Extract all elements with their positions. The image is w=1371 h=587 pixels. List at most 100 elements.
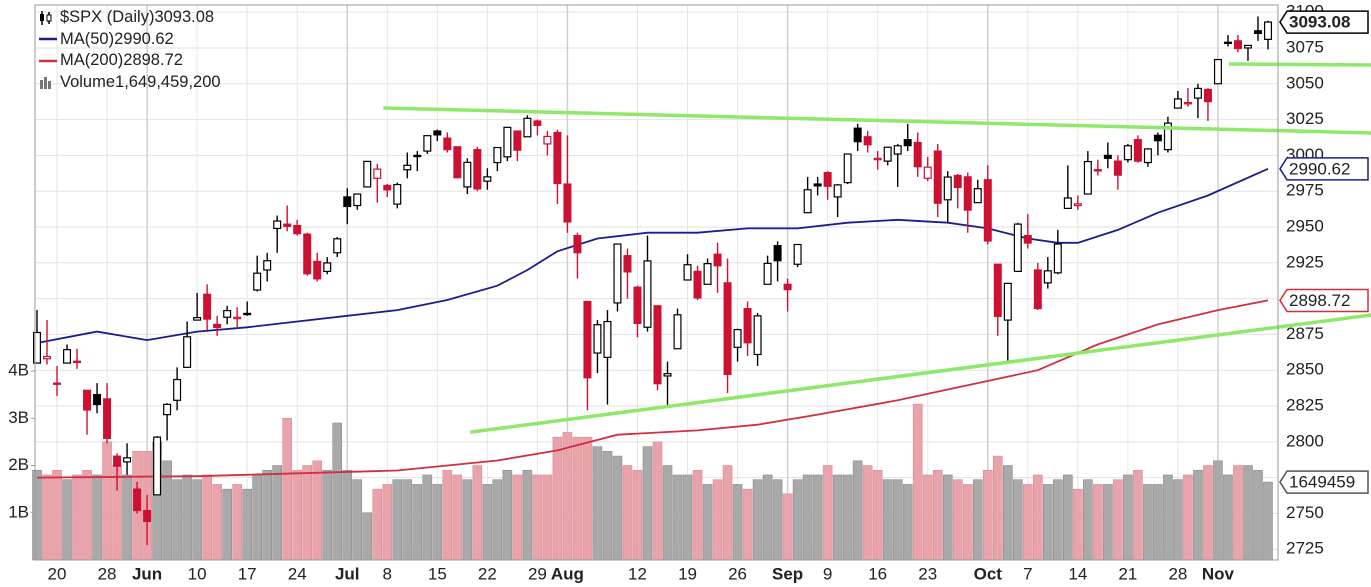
x-tick-label: Jul <box>335 564 360 583</box>
volume-bar <box>652 441 663 561</box>
volume-bar <box>482 484 493 561</box>
volume-bar <box>72 474 82 561</box>
volume-bar <box>1193 469 1203 561</box>
candle-body <box>173 378 182 401</box>
volume-bar <box>912 403 923 561</box>
y-tick-label: 2825 <box>1286 396 1324 415</box>
candle-body <box>623 255 632 273</box>
y-tick-label: 2950 <box>1286 216 1324 235</box>
volume-bar <box>672 474 683 561</box>
candle-body <box>393 183 402 205</box>
candle-body <box>953 174 962 189</box>
volume-bar <box>1263 481 1273 561</box>
volume-bar <box>412 484 423 561</box>
candle-body <box>73 360 82 364</box>
candle-body <box>473 149 482 190</box>
x-tick-label: 12 <box>628 564 647 583</box>
candle-body <box>113 455 122 467</box>
candle-body <box>1113 160 1122 176</box>
volume-bar <box>622 465 633 561</box>
volume-bar <box>982 469 993 561</box>
candle-body <box>753 315 762 356</box>
volume-bar <box>752 479 763 561</box>
ma-tag-label: 2990.62 <box>1289 159 1350 178</box>
x-tick-label: 24 <box>288 564 307 583</box>
volume-bar <box>1213 460 1223 561</box>
x-tick-label: 10 <box>188 564 207 583</box>
volume-bar <box>432 484 443 561</box>
volume-bar <box>312 460 323 561</box>
candle-body <box>773 245 782 262</box>
x-tick-label: 26 <box>728 564 747 583</box>
x-tick-label: 17 <box>238 564 257 583</box>
volume-bar <box>212 484 222 561</box>
volume-bar <box>222 488 232 561</box>
volume-bar <box>1253 469 1263 561</box>
volume-bar <box>332 422 343 561</box>
volume-bar <box>1233 465 1243 561</box>
candle-body <box>43 355 52 360</box>
candle-body <box>453 146 462 179</box>
volume-bar <box>692 469 703 561</box>
legend-ma200-value: 2898.72 <box>123 51 183 69</box>
volume-bar <box>352 479 363 561</box>
legend-title: $SPX (Daily) <box>60 8 155 26</box>
volume-bar <box>192 479 202 561</box>
candle-body <box>1023 234 1032 244</box>
ma-tag-box <box>1279 157 1369 181</box>
volume-bar <box>992 455 1003 561</box>
volume-bar <box>552 436 563 561</box>
price-tag-label: 3093.08 <box>1289 13 1350 32</box>
volume-bar <box>882 479 893 561</box>
candle-body <box>93 393 102 406</box>
legend-ma50-name: MA(50) <box>60 29 115 48</box>
legend-price: $SPX (Daily) 3093.08 <box>38 7 221 29</box>
candle-body <box>1153 134 1162 142</box>
volume-bar <box>1002 465 1013 561</box>
candle-body <box>223 309 232 318</box>
volume-tick-label: 2B <box>8 455 29 474</box>
volume-bar <box>1123 474 1133 561</box>
ma-tag: 2990.62 <box>1279 157 1369 181</box>
volume-bar <box>892 479 903 561</box>
legend-ma200: MA(200) 2898.72 <box>38 50 221 72</box>
candle-body <box>993 263 1002 317</box>
volume-bar <box>502 469 513 561</box>
trendline <box>1228 62 1371 67</box>
candle-body <box>413 154 422 158</box>
volume-bar <box>1103 484 1113 561</box>
volume-tag: 1649459 <box>1279 470 1369 494</box>
volume-bar <box>962 484 973 561</box>
candle-body <box>103 398 112 440</box>
candle-body <box>1253 30 1262 34</box>
candle-body <box>823 171 832 187</box>
candle-body <box>903 139 912 147</box>
candle-body <box>863 136 872 146</box>
candle-body <box>163 403 172 416</box>
volume-bar <box>462 479 473 561</box>
ma-tag: 2898.72 <box>1279 288 1369 313</box>
candle-body <box>1263 21 1272 40</box>
candle-body <box>1133 139 1142 162</box>
volume-bar <box>302 465 313 561</box>
volume-bar <box>1113 479 1123 561</box>
volume-bar <box>1033 474 1043 561</box>
candle-body <box>1063 197 1072 209</box>
volume-bar <box>42 474 52 561</box>
candle-body <box>693 270 702 299</box>
volume-bar <box>62 479 72 561</box>
candle-body <box>963 176 972 211</box>
x-tick-label: 8 <box>383 564 392 583</box>
candle-body <box>723 282 732 375</box>
candle-body <box>943 176 952 201</box>
volume-bar <box>852 460 863 561</box>
volume-bar <box>1203 465 1213 561</box>
volume-bar <box>522 469 533 561</box>
volume-bar <box>682 474 693 561</box>
x-tick-label: 16 <box>868 564 887 583</box>
legend-volume-name: Volume <box>60 72 116 91</box>
legend-ma50-value: 2990.62 <box>114 29 174 48</box>
candle-body <box>323 262 332 272</box>
volume-bar <box>492 479 503 561</box>
